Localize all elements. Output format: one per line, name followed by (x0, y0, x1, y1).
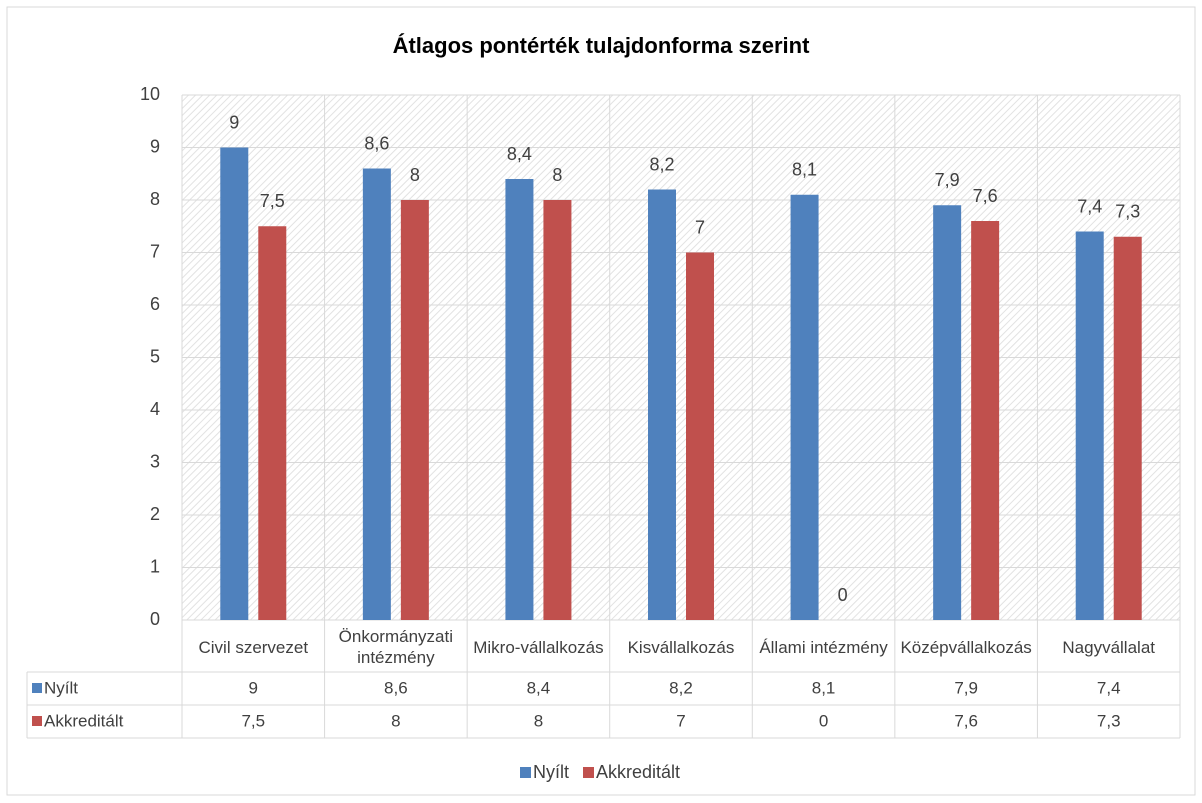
table-row-label: Nyílt (44, 678, 78, 697)
table-cell: 7,6 (954, 711, 978, 730)
y-tick-label: 7 (150, 241, 160, 261)
data-label: 8 (410, 165, 420, 185)
table-cell: 7,4 (1097, 678, 1121, 697)
y-tick-label: 1 (150, 556, 160, 576)
chart-title: Átlagos pontérték tulajdonforma szerint (393, 33, 810, 58)
legend-swatch (32, 683, 42, 693)
y-tick-label: 9 (150, 136, 160, 156)
x-tick-label: Nagyvállalat (1062, 637, 1155, 657)
bar (933, 205, 962, 620)
data-label: 7,4 (1077, 196, 1102, 216)
data-label: 7,3 (1115, 202, 1140, 222)
data-label: 7,9 (935, 170, 960, 190)
bar (1113, 236, 1142, 620)
legend-swatch (520, 767, 531, 778)
table-cell: 8,6 (384, 678, 408, 697)
table-cell: 7,3 (1097, 711, 1121, 730)
y-tick-label: 0 (150, 609, 160, 629)
bar (790, 194, 819, 620)
data-label: 8 (552, 165, 562, 185)
legend-swatch (583, 767, 594, 778)
y-tick-label: 5 (150, 346, 160, 366)
data-label: 8,6 (364, 133, 389, 153)
table-cell: 7 (676, 711, 685, 730)
bar (362, 168, 391, 620)
x-tick-label: Mikro-vállalkozás (473, 637, 604, 657)
y-tick-label: 10 (140, 84, 160, 104)
legend-label: Nyílt (533, 762, 569, 782)
y-tick-label: 2 (150, 504, 160, 524)
data-label: 8,4 (507, 144, 532, 164)
table-row-label: Akkreditált (44, 711, 124, 730)
y-tick-label: 4 (150, 399, 160, 419)
table-cell: 7,5 (241, 711, 265, 730)
table-cell: 0 (819, 711, 828, 730)
data-label: 7 (695, 217, 705, 237)
x-tick-label: Állami intézmény (759, 637, 888, 657)
table-cell: 8 (391, 711, 400, 730)
bar (543, 200, 572, 620)
x-tick-label: Önkormányzati intézmény (338, 627, 453, 667)
bar (220, 147, 249, 620)
y-tick-label: 3 (150, 451, 160, 471)
data-label: 7,5 (260, 191, 285, 211)
bar (686, 252, 714, 620)
data-label: 9 (229, 112, 239, 132)
x-tick-label: Civil szervezet (198, 637, 309, 657)
bar (400, 200, 429, 620)
data-label: 8,2 (649, 154, 674, 174)
table-cell: 8,1 (812, 678, 836, 697)
table-cell: 9 (249, 678, 258, 697)
bar (971, 221, 1000, 620)
data-label: 8,1 (792, 160, 817, 180)
legend-swatch (32, 716, 42, 726)
data-label: 0 (838, 585, 848, 605)
table-cell: 8,2 (669, 678, 693, 697)
data-label: 7,6 (973, 186, 998, 206)
table-cell: 8,4 (527, 678, 551, 697)
x-tick-label: Kisvállalkozás (627, 637, 735, 657)
bar (258, 226, 287, 620)
table-cell: 8 (534, 711, 543, 730)
bar (505, 179, 534, 620)
legend-label: Akkreditált (596, 762, 680, 782)
bar (1075, 231, 1104, 620)
y-tick-label: 8 (150, 189, 160, 209)
table-cell: 7,9 (954, 678, 978, 697)
x-tick-label: Középvállalkozás (900, 637, 1032, 657)
bar (648, 189, 676, 620)
y-tick-label: 6 (150, 294, 160, 314)
